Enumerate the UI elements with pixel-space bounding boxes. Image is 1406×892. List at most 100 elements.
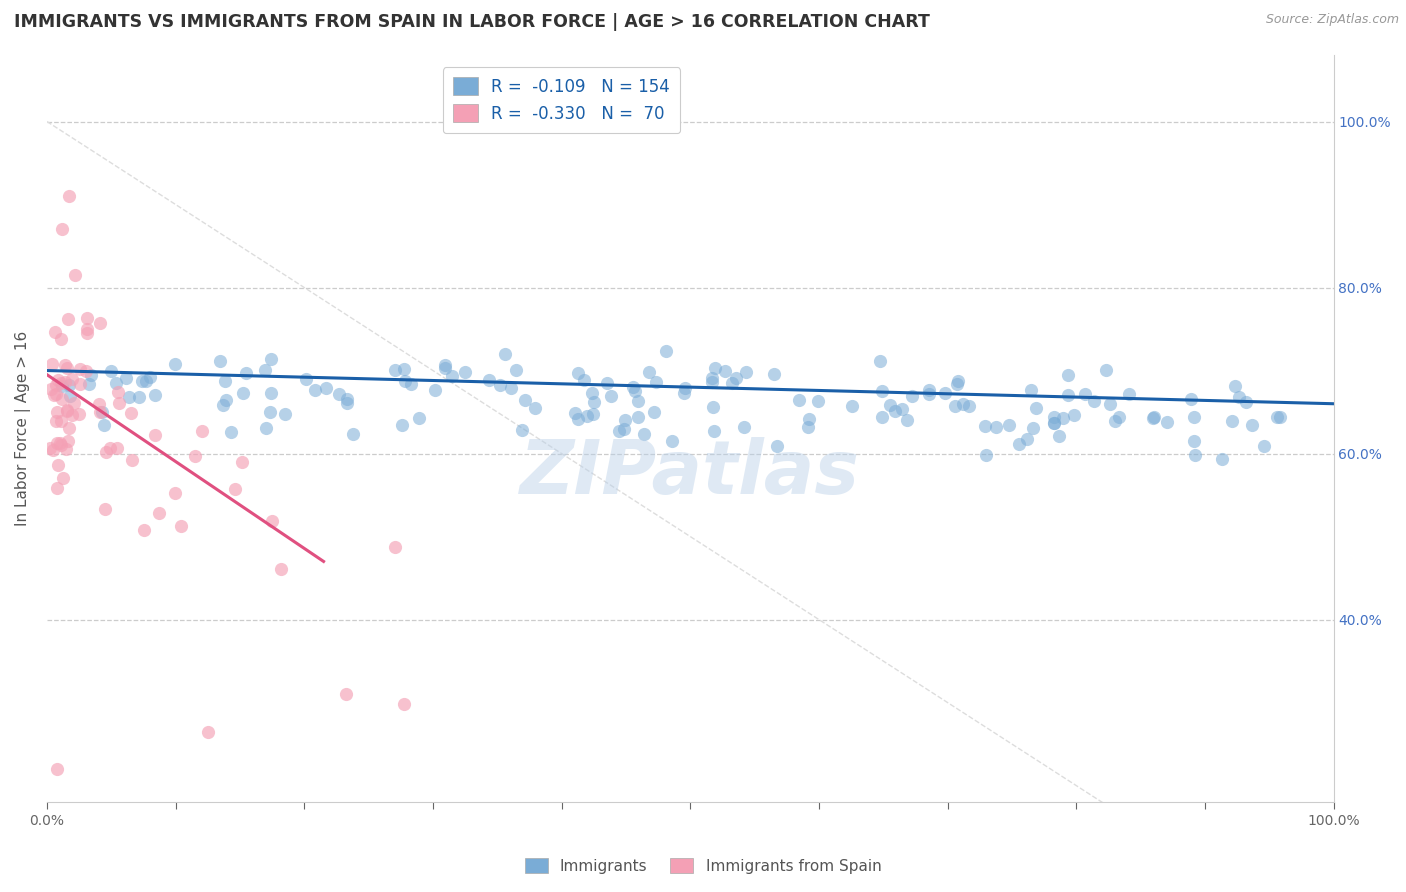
Point [139,370,162,384]
Point [41,357,63,371]
Point [120,406,142,420]
Point [986,419,1008,434]
Point [215,392,238,407]
Point [53,375,76,389]
Point [107,385,129,400]
Point [39,382,62,396]
Point [505,362,527,376]
Point [128,390,150,404]
Point [957,399,980,413]
Point [1025,401,1047,415]
Point [118,390,141,404]
Point [582,407,605,421]
Point [98,441,121,455]
Point [1227,390,1250,404]
Point [49,436,72,450]
Point [946,376,969,391]
Point [89,396,111,410]
Point [1057,368,1080,383]
Text: Source: ZipAtlas.com: Source: ZipAtlas.com [1265,13,1399,27]
Point [627,394,650,409]
Point [703,424,725,438]
Point [60,409,83,423]
Point [328,386,350,401]
Point [46,373,69,387]
Point [295,372,318,386]
Point [55,358,77,372]
Point [94,502,117,516]
Point [46,762,69,776]
Point [336,396,359,410]
Point [184,449,207,463]
Point [163,486,186,500]
Point [661,434,683,448]
Point [434,358,457,372]
Point [260,352,283,367]
Point [524,401,547,415]
Point [613,412,636,426]
Point [49,414,72,428]
Legend: R =  -0.109   N = 154, R =  -0.330   N =  70: R = -0.109 N = 154, R = -0.330 N = 70 [443,67,681,133]
Point [513,392,536,407]
Point [494,347,516,361]
Point [934,386,956,401]
Point [76,326,98,340]
Point [274,407,297,421]
Point [58,312,80,326]
Point [1043,416,1066,430]
Point [38,441,60,455]
Point [1180,392,1202,406]
Point [700,375,723,389]
Point [76,311,98,326]
Point [896,412,918,426]
Point [1253,439,1275,453]
Point [1143,409,1166,424]
Point [1019,383,1042,397]
Point [952,396,974,410]
Point [434,361,457,376]
Point [65,268,87,282]
Point [100,364,122,378]
Point [724,371,747,385]
Point [342,427,364,442]
Point [734,365,756,379]
Point [918,387,941,401]
Point [44,325,66,339]
Point [58,377,80,392]
Point [392,697,415,711]
Point [131,374,153,388]
Point [63,396,86,410]
Point [1184,448,1206,462]
Point [69,377,91,392]
Point [108,396,131,410]
Point [46,481,69,495]
Point [384,540,406,554]
Point [259,405,281,419]
Point [76,322,98,336]
Point [1022,421,1045,435]
Point [713,363,735,377]
Point [477,373,499,387]
Point [440,368,463,383]
Point [51,379,73,393]
Point [46,436,69,450]
Point [879,398,901,412]
Point [104,376,127,391]
Point [394,374,416,388]
Point [148,506,170,520]
Point [1043,416,1066,430]
Point [883,404,905,418]
Point [77,377,100,392]
Point [121,452,143,467]
Point [946,374,969,388]
Point [644,376,666,390]
Point [45,414,67,428]
Point [623,384,645,399]
Point [394,362,416,376]
Point [1234,395,1257,409]
Point [974,448,997,462]
Point [80,368,103,383]
Point [1142,411,1164,425]
Point [1184,409,1206,424]
Point [56,403,79,417]
